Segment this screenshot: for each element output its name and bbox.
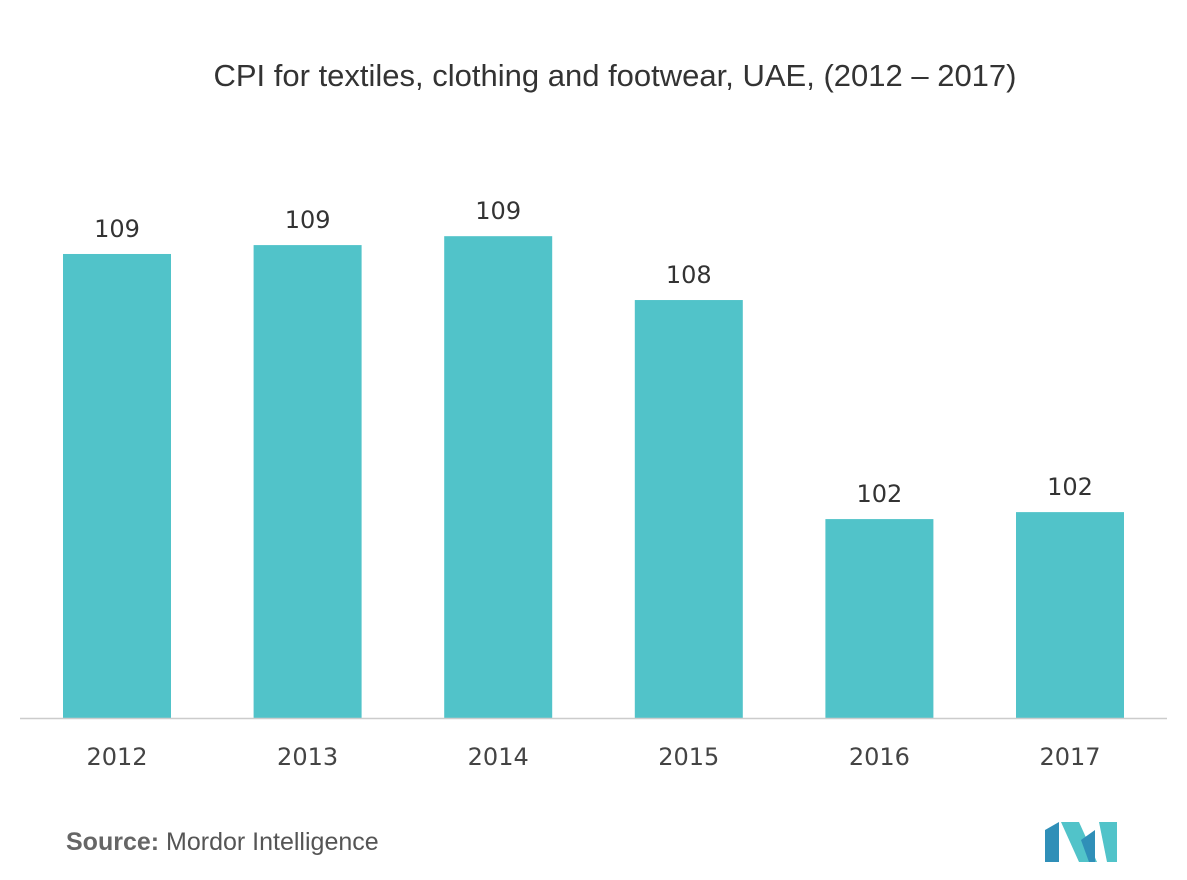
bar-2017 — [1016, 512, 1124, 718]
bar-2012 — [63, 253, 171, 718]
x-tick-label-2012: 2012 — [86, 743, 147, 771]
x-tick-label-2017: 2017 — [1039, 743, 1100, 771]
data-label-2017: 102 — [1047, 473, 1093, 501]
source-label: Source: — [66, 828, 160, 856]
x-tick-label-2015: 2015 — [658, 743, 719, 771]
bar-2016 — [825, 519, 934, 718]
bar-2014 — [444, 236, 553, 718]
x-tick-label-2014: 2014 — [468, 743, 529, 771]
bar-2015 — [634, 300, 743, 718]
mordor-logo — [1045, 822, 1117, 862]
data-label-2013: 109 — [285, 206, 331, 234]
data-label-2016: 102 — [856, 480, 902, 508]
x-tick-label-2013: 2013 — [277, 743, 338, 771]
source-text: Mordor Intelligence — [166, 828, 379, 856]
x-tick-label-2016: 2016 — [849, 743, 910, 771]
bar-2013 — [253, 245, 362, 718]
data-label-2015: 108 — [666, 261, 712, 289]
chart-title: CPI for textiles, clothing and footwear,… — [213, 58, 1017, 93]
data-label-2012: 109 — [94, 215, 140, 243]
data-label-2014: 109 — [475, 197, 521, 225]
bar-chart: 109 2012 109 2013 109 2014 108 2015 102 2016 102 20… — [20, 197, 1167, 771]
source-note: Source: Mordor Intelligence — [66, 828, 379, 857]
